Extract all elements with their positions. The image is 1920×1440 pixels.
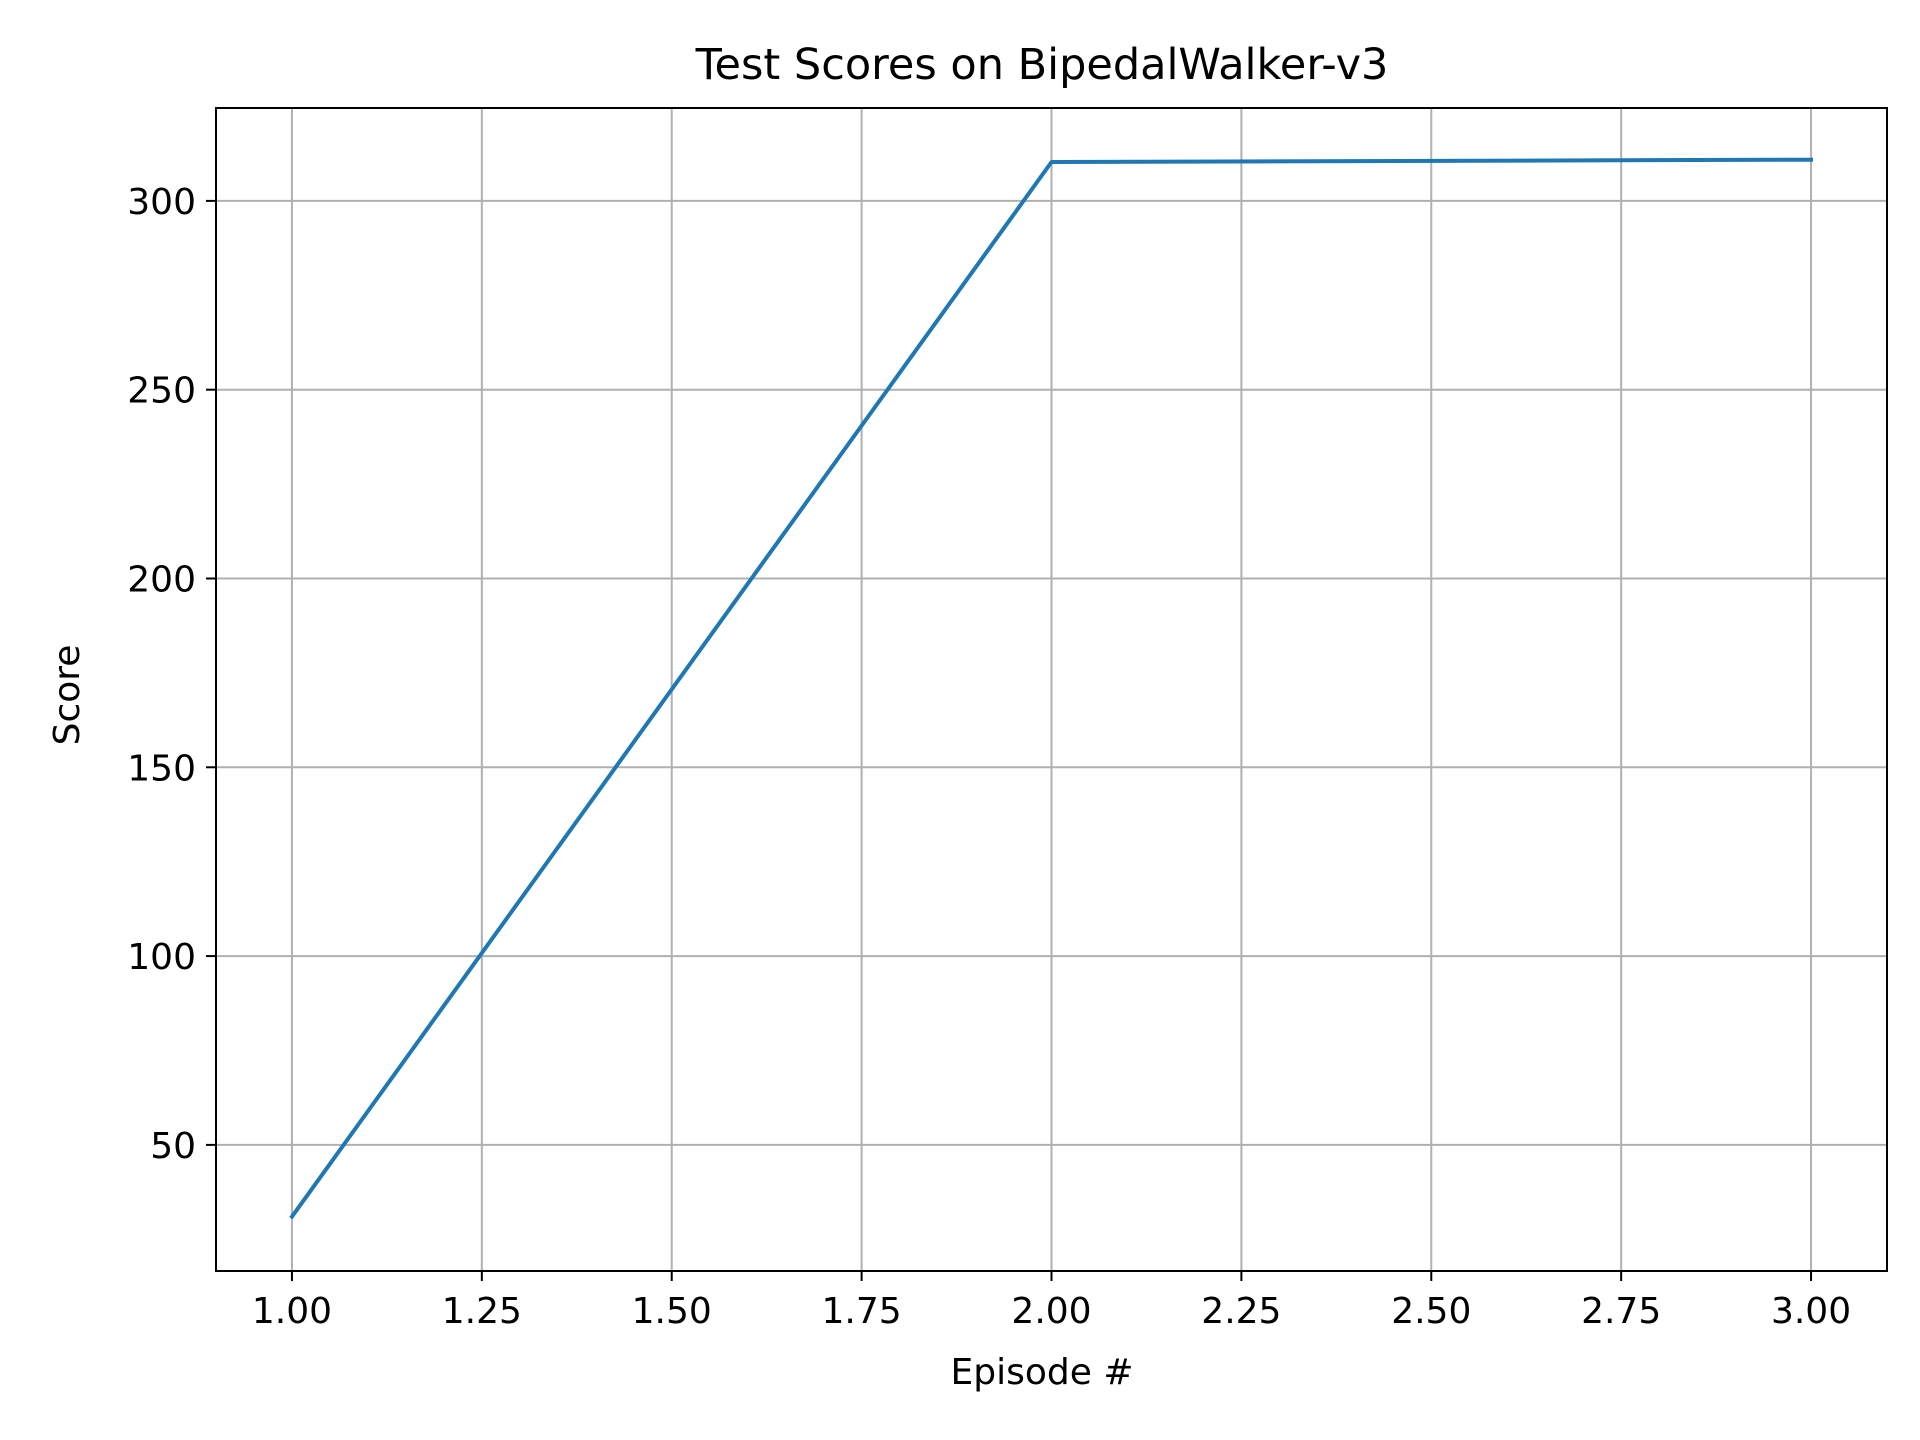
series-layer [289, 157, 1814, 1220]
x-tick-label: 2.50 [1391, 1291, 1471, 1332]
y-axis-label: Score [47, 645, 88, 746]
y-tick-label: 300 [127, 182, 196, 223]
x-tick-label: 3.00 [1771, 1291, 1851, 1332]
y-tick-label: 150 [127, 748, 196, 789]
x-tick-label: 2.75 [1581, 1291, 1661, 1332]
x-tick-label: 1.50 [632, 1291, 712, 1332]
series-line [289, 157, 1814, 1220]
x-tick-label: 1.25 [442, 1291, 522, 1332]
y-tick-label: 100 [127, 937, 196, 978]
x-tick-label: 2.25 [1201, 1291, 1281, 1332]
x-tick-label: 1.00 [252, 1291, 332, 1332]
y-axis: 50 100 150 200 250 300 [127, 182, 216, 1167]
y-tick-label: 200 [127, 559, 196, 600]
grid [216, 108, 1887, 1271]
chart-title: Test Scores on BipedalWalker-v3 [695, 40, 1389, 90]
x-tick-label: 2.00 [1011, 1291, 1091, 1332]
x-axis: 1.00 1.25 1.50 1.75 2.00 2.25 2.50 2.75 3.00 [252, 1271, 1851, 1332]
y-tick-label: 250 [127, 371, 196, 412]
y-tick-label: 50 [150, 1126, 196, 1167]
x-tick-label: 1.75 [822, 1291, 902, 1332]
x-axis-label: Episode # [951, 1352, 1134, 1393]
